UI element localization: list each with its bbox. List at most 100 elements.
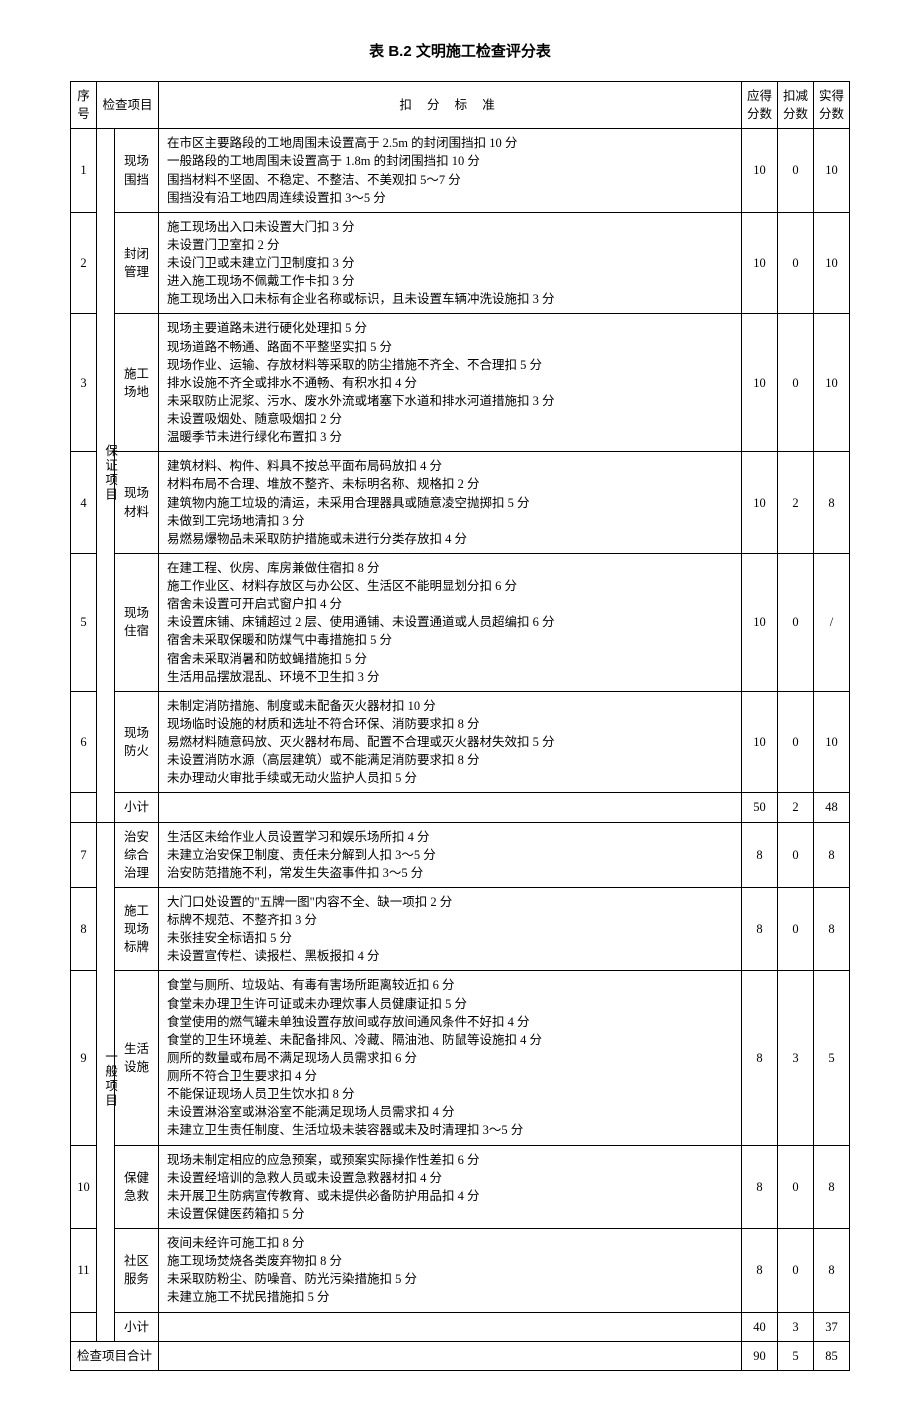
header-max: 应得分数 <box>742 82 778 129</box>
criteria-cell: 现场未制定相应的应急预案，或预案实际操作性差扣 6 分未设置经培训的急救人员或未… <box>159 1145 742 1229</box>
score-cell-actual: 48 <box>814 793 850 822</box>
score-cell-actual: 37 <box>814 1312 850 1341</box>
item-cell: 封闭管理 <box>115 212 159 314</box>
table-row: 6现场防火未制定消防措施、制度或未配备灭火器材扣 10 分现场临时设施的材质和选… <box>71 691 850 793</box>
item-cell: 现场材料 <box>115 452 159 554</box>
criteria-line: 易燃易爆物品未采取防护措施或未进行分类存放扣 4 分 <box>167 530 737 548</box>
criteria-line: 未做到工完场地清扣 3 分 <box>167 512 737 530</box>
criteria-line: 宿舍未采取消暑和防蚊蝇措施扣 5 分 <box>167 650 737 668</box>
criteria-line: 未采取防粉尘、防噪音、防光污染措施扣 5 分 <box>167 1270 737 1288</box>
criteria-cell: 施工现场出入口未设置大门扣 3 分未设置门卫室扣 2 分未设门卫或未建立门卫制度… <box>159 212 742 314</box>
subtotal-row: 小计50248 <box>71 793 850 822</box>
score-cell-max: 8 <box>742 1145 778 1229</box>
header-actual: 实得分数 <box>814 82 850 129</box>
score-cell-deduct: 0 <box>778 887 814 971</box>
criteria-line: 厕所不符合卫生要求扣 4 分 <box>167 1067 737 1085</box>
score-cell-max: 10 <box>742 553 778 691</box>
score-cell-max: 90 <box>742 1341 778 1370</box>
criteria-line: 未设置淋浴室或淋浴室不能满足现场人员需求扣 4 分 <box>167 1103 737 1121</box>
criteria-line: 建筑材料、构件、料具不按总平面布局码放扣 4 分 <box>167 457 737 475</box>
score-cell-deduct: 0 <box>778 212 814 314</box>
score-cell-actual: 8 <box>814 1145 850 1229</box>
score-cell-max: 8 <box>742 887 778 971</box>
seq-cell: 2 <box>71 212 97 314</box>
score-cell-actual: 10 <box>814 691 850 793</box>
score-cell-deduct: 0 <box>778 129 814 213</box>
seq-cell: 5 <box>71 553 97 691</box>
criteria-cell: 食堂与厕所、垃圾站、有毒有害场所距离较近扣 6 分食堂未办理卫生许可证或未办理炊… <box>159 971 742 1145</box>
score-cell-deduct: 0 <box>778 691 814 793</box>
score-cell-max: 8 <box>742 822 778 887</box>
criteria-line: 未设置经培训的急救人员或未设置急救器材扣 4 分 <box>167 1169 737 1187</box>
criteria-line: 一般路段的工地周围未设置高于 1.8m 的封闭围挡扣 10 分 <box>167 152 737 170</box>
criteria-line: 围挡没有沿工地四周连续设置扣 3～5 分 <box>167 189 737 207</box>
criteria-cell: 在市区主要路段的工地周围未设置高于 2.5m 的封闭围挡扣 10 分一般路段的工… <box>159 129 742 213</box>
item-cell: 治安综合治理 <box>115 822 159 887</box>
category-cell: 保证项目 <box>97 129 115 822</box>
score-cell-actual: 10 <box>814 129 850 213</box>
criteria-cell: 现场主要道路未进行硬化处理扣 5 分现场道路不畅通、路面不平整坚实扣 5 分现场… <box>159 314 742 452</box>
criteria-line: 未设置吸烟处、随意吸烟扣 2 分 <box>167 410 737 428</box>
criteria-line: 施工作业区、材料存放区与办公区、生活区不能明显划分扣 6 分 <box>167 577 737 595</box>
criteria-line: 排水设施不齐全或排水不通畅、有积水扣 4 分 <box>167 374 737 392</box>
item-cell: 保健急救 <box>115 1145 159 1229</box>
category-cell: 一般项目 <box>97 822 115 1341</box>
criteria-line: 厕所的数量或布局不满足现场人员需求扣 6 分 <box>167 1049 737 1067</box>
table-row: 10保健急救现场未制定相应的应急预案，或预案实际操作性差扣 6 分未设置经培训的… <box>71 1145 850 1229</box>
criteria-line: 施工现场焚烧各类废弃物扣 8 分 <box>167 1252 737 1270</box>
header-check-item: 检查项目 <box>97 82 159 129</box>
criteria-line: 现场作业、运输、存放材料等采取的防尘措施不齐全、不合理扣 5 分 <box>167 356 737 374</box>
item-cell: 现场防火 <box>115 691 159 793</box>
score-cell-deduct: 0 <box>778 1145 814 1229</box>
header-criteria: 扣 分 标 准 <box>159 82 742 129</box>
criteria-line: 未办理动火审批手续或无动火监护人员扣 5 分 <box>167 769 737 787</box>
criteria-line: 未设置门卫室扣 2 分 <box>167 236 737 254</box>
score-cell-max: 10 <box>742 314 778 452</box>
criteria-line: 未建立治安保卫制度、责任未分解到人扣 3～5 分 <box>167 846 737 864</box>
seq-cell: 3 <box>71 314 97 452</box>
score-cell-actual: 85 <box>814 1341 850 1370</box>
criteria-line: 未建立卫生责任制度、生活垃圾未装容器或未及时清理扣 3～5 分 <box>167 1121 737 1139</box>
criteria-line: 未采取防止泥浆、污水、废水外流或堵塞下水道和排水河道措施扣 3 分 <box>167 392 737 410</box>
criteria-line: 宿舍未设置可开启式窗户扣 4 分 <box>167 595 737 613</box>
criteria-line: 宿舍未采取保暖和防煤气中毒措施扣 5 分 <box>167 631 737 649</box>
criteria-line: 材料布局不合理、堆放不整齐、未标明名称、规格扣 2 分 <box>167 475 737 493</box>
criteria-line: 未设门卫或未建立门卫制度扣 3 分 <box>167 254 737 272</box>
criteria-line: 围挡材料不坚固、不稳定、不整洁、不美观扣 5～7 分 <box>167 171 737 189</box>
criteria-line: 未设置保健医药箱扣 5 分 <box>167 1205 737 1223</box>
criteria-line: 现场道路不畅通、路面不平整坚实扣 5 分 <box>167 338 737 356</box>
empty-cell <box>159 793 742 822</box>
table-row: 5现场住宿在建工程、伙房、库房兼做住宿扣 8 分施工作业区、材料存放区与办公区、… <box>71 553 850 691</box>
criteria-line: 建筑物内施工垃圾的清运，未采用合理器具或随意凌空抛掷扣 5 分 <box>167 494 737 512</box>
subtotal-label: 小计 <box>115 1312 159 1341</box>
score-cell-max: 10 <box>742 129 778 213</box>
table-row: 11社区服务夜间未经许可施工扣 8 分施工现场焚烧各类废弃物扣 8 分未采取防粉… <box>71 1229 850 1313</box>
score-cell-deduct: 3 <box>778 1312 814 1341</box>
criteria-line: 温暖季节未进行绿化布置扣 3 分 <box>167 428 737 446</box>
item-cell: 生活设施 <box>115 971 159 1145</box>
table-row: 7一般项目治安综合治理生活区未给作业人员设置学习和娱乐场所扣 4 分未建立治安保… <box>71 822 850 887</box>
criteria-line: 未建立施工不扰民措施扣 5 分 <box>167 1288 737 1306</box>
criteria-cell: 在建工程、伙房、库房兼做住宿扣 8 分施工作业区、材料存放区与办公区、生活区不能… <box>159 553 742 691</box>
criteria-line: 食堂未办理卫生许可证或未办理炊事人员健康证扣 5 分 <box>167 995 737 1013</box>
criteria-cell: 生活区未给作业人员设置学习和娱乐场所扣 4 分未建立治安保卫制度、责任未分解到人… <box>159 822 742 887</box>
score-cell-deduct: 3 <box>778 971 814 1145</box>
seq-cell: 9 <box>71 971 97 1145</box>
empty-cell <box>159 1312 742 1341</box>
seq-cell: 4 <box>71 452 97 554</box>
criteria-line: 施工现场出入口未设置大门扣 3 分 <box>167 218 737 236</box>
score-cell-deduct: 2 <box>778 452 814 554</box>
score-cell-max: 10 <box>742 212 778 314</box>
score-cell-max: 8 <box>742 1229 778 1313</box>
criteria-line: 进入施工现场不佩戴工作卡扣 3 分 <box>167 272 737 290</box>
score-cell-actual: 8 <box>814 822 850 887</box>
item-cell: 社区服务 <box>115 1229 159 1313</box>
total-label: 检查项目合计 <box>71 1341 159 1370</box>
criteria-line: 标牌不规范、不整齐扣 3 分 <box>167 911 737 929</box>
empty-cell <box>71 1312 97 1341</box>
criteria-line: 未张挂安全标语扣 5 分 <box>167 929 737 947</box>
criteria-line: 现场未制定相应的应急预案，或预案实际操作性差扣 6 分 <box>167 1151 737 1169</box>
criteria-line: 食堂与厕所、垃圾站、有毒有害场所距离较近扣 6 分 <box>167 976 737 994</box>
criteria-line: 食堂使用的燃气罐未单独设置存放间或存放间通风条件不好扣 4 分 <box>167 1013 737 1031</box>
score-cell-deduct: 0 <box>778 314 814 452</box>
